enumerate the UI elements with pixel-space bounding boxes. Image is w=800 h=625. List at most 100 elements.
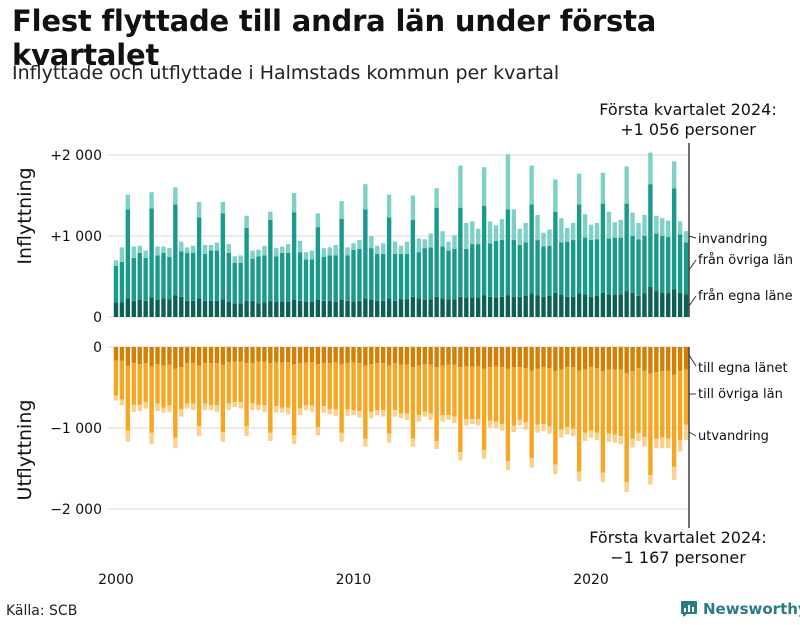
bar-inflow <box>392 300 398 317</box>
bar-outflow <box>339 432 344 442</box>
bar-outflow <box>262 361 267 406</box>
bar-outflow <box>196 426 202 437</box>
bar-outflow <box>274 362 279 407</box>
bar-outflow <box>470 419 475 424</box>
bar-inflow <box>416 298 422 317</box>
bar-outflow <box>487 347 493 368</box>
bar-outflow <box>214 363 220 406</box>
bar-outflow <box>571 367 576 429</box>
bar-outflow <box>202 347 208 364</box>
bar-outflow <box>179 367 184 410</box>
bar-inflow <box>600 203 606 293</box>
bar-outflow <box>458 367 463 453</box>
bar-outflow <box>588 430 594 438</box>
bar-inflow <box>167 257 172 300</box>
bar-outflow <box>250 363 255 404</box>
bar-inflow <box>600 172 606 204</box>
bar-inflow <box>428 247 433 300</box>
bar-inflow <box>470 297 475 317</box>
bar-inflow <box>666 236 671 294</box>
bar-outflow <box>476 419 481 426</box>
bar-outflow <box>654 438 659 449</box>
bar-outflow <box>119 399 125 406</box>
bar-inflow <box>452 299 457 317</box>
bar-outflow <box>363 438 368 447</box>
bar-outflow <box>351 347 356 363</box>
bar-inflow <box>541 296 546 317</box>
bar-outflow <box>268 432 273 441</box>
bar-inflow <box>339 299 344 317</box>
bar-outflow <box>297 408 303 416</box>
bar-outflow <box>125 430 131 442</box>
bar-outflow <box>464 419 469 426</box>
bar-inflow <box>291 212 297 300</box>
bar-outflow <box>190 347 196 364</box>
bar-inflow <box>511 296 517 317</box>
bar-outflow <box>553 371 558 465</box>
bar-outflow <box>214 347 220 364</box>
bar-inflow <box>256 256 261 304</box>
bar-outflow <box>565 347 570 368</box>
bar-inflow <box>470 244 475 298</box>
bar-outflow <box>280 362 285 408</box>
bar-inflow <box>250 250 255 259</box>
bar-inflow <box>434 207 439 297</box>
bar-outflow <box>315 427 321 436</box>
bar-inflow <box>618 219 623 238</box>
bar-outflow <box>375 347 380 364</box>
bar-inflow <box>642 293 647 317</box>
bar-inflow <box>464 223 469 249</box>
bar-outflow <box>404 413 410 420</box>
bar-outflow <box>202 403 208 411</box>
bar-inflow <box>535 214 540 241</box>
bar-inflow <box>256 303 261 317</box>
bar-inflow <box>499 296 505 317</box>
y-tick-label: −1 000 <box>50 421 102 437</box>
bar-outflow <box>303 362 309 406</box>
bar-inflow <box>363 184 368 210</box>
bar-outflow <box>624 482 629 492</box>
bar-outflow <box>452 416 457 424</box>
bar-inflow <box>196 298 202 317</box>
bar-inflow <box>559 218 564 243</box>
bar-inflow <box>654 233 659 292</box>
bar-outflow <box>232 402 237 407</box>
bar-inflow <box>190 245 196 254</box>
bar-outflow <box>559 369 564 430</box>
bar-inflow <box>487 296 493 317</box>
bar-outflow <box>161 347 166 366</box>
bar-outflow <box>612 347 617 370</box>
bar-inflow <box>398 253 404 300</box>
bar-inflow <box>244 215 249 228</box>
bar-inflow <box>576 204 582 294</box>
bar-outflow <box>529 457 534 468</box>
bar-outflow <box>547 347 552 369</box>
bar-inflow <box>274 248 279 257</box>
bar-outflow <box>309 405 315 412</box>
bar-inflow <box>481 167 487 207</box>
bar-inflow <box>345 255 350 301</box>
bar-inflow <box>452 248 457 300</box>
bar-inflow <box>624 166 629 204</box>
bar-outflow <box>208 405 214 411</box>
bar-inflow <box>262 245 267 256</box>
bar-inflow <box>351 249 356 302</box>
bar-inflow <box>345 247 350 256</box>
bar-outflow <box>297 347 303 364</box>
bar-inflow <box>648 287 653 317</box>
bar-inflow <box>630 212 635 236</box>
axis-ticks: 0 +1 000 +2 000 −2 000 −1 000 0 2000 2010 2020 <box>50 148 609 588</box>
bar-outflow <box>321 406 326 413</box>
bar-outflow <box>345 409 350 416</box>
outflow-bars <box>113 347 689 492</box>
bar-inflow <box>660 236 665 293</box>
bar-outflow <box>671 347 677 375</box>
bar-outflow <box>113 347 119 361</box>
bar-inflow <box>683 231 689 243</box>
bar-inflow <box>351 243 356 250</box>
bar-inflow <box>440 298 445 317</box>
bar-outflow <box>553 347 558 372</box>
bar-inflow <box>226 244 231 254</box>
bar-inflow <box>446 250 451 300</box>
bar-outflow <box>481 368 487 450</box>
